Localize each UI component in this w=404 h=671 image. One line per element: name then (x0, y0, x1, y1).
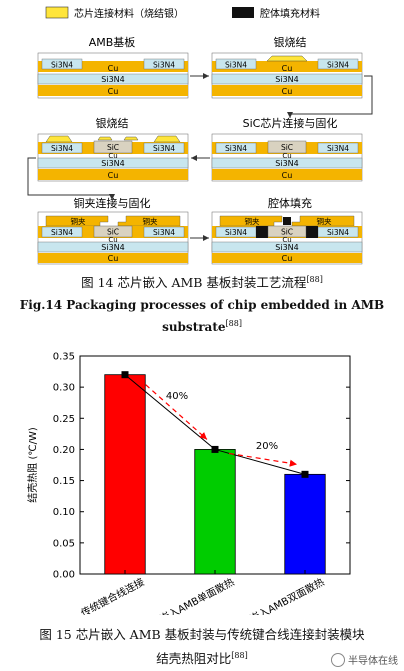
data-marker (211, 445, 219, 453)
svg-text:Si3N4: Si3N4 (225, 61, 247, 70)
y-tick-label: 0.05 (53, 538, 75, 549)
reduction-arrow (138, 378, 208, 440)
thermal-resistance-chart: 0.00 0.05 0.10 0.15 0.20 0.25 0.30 0.35 结壳热阻 (℃/… (26, 352, 351, 615)
svg-text:SiC: SiC (281, 143, 293, 152)
svg-text:Si3N4: Si3N4 (275, 75, 298, 84)
stack-step-6: 铜夹 铜夹 Si3N4 SiC Si3N4 Cu Si3N4 Cu (211, 211, 363, 265)
svg-text:Cu: Cu (108, 87, 119, 96)
stack-step-5: 铜夹 铜夹 Si3N4 SiC Si3N4 Cu Si3N4 Cu (37, 211, 189, 265)
stack-step-2: Si3N4 Si3N4 Cu Si3N4 Cu (211, 52, 363, 99)
svg-text:Si3N4: Si3N4 (51, 144, 73, 153)
wechat-icon (331, 652, 345, 667)
stack-step-3: Si3N4 SiC Si3N4 Cu Si3N4 Cu (211, 133, 363, 182)
svg-text:铜夹: 铜夹 (245, 216, 260, 226)
flow-arrows (27, 73, 373, 241)
svg-text:Si3N4: Si3N4 (51, 61, 73, 70)
svg-text:Si3N4: Si3N4 (101, 75, 124, 84)
fig15-caption-line1: 图 15 芯片嵌入 AMB 基板封装与传统键合线连接封装模块 (39, 627, 365, 642)
svg-text:铜夹: 铜夹 (71, 216, 86, 226)
svg-text:Cu: Cu (108, 152, 117, 160)
svg-text:Cu: Cu (282, 236, 291, 244)
y-tick-label: 0.25 (53, 414, 75, 425)
svg-text:Cu: Cu (108, 254, 119, 263)
svg-text:Si3N4: Si3N4 (153, 61, 175, 70)
legend-label-cavity: 腔体填充材料 (260, 7, 320, 20)
bar (194, 449, 236, 575)
y-tick-label: 0.30 (53, 383, 75, 394)
svg-text:Si3N4: Si3N4 (101, 159, 124, 168)
y-tick-label: 0.00 (53, 570, 75, 581)
svg-text:SiC: SiC (281, 228, 293, 237)
svg-text:Si3N4: Si3N4 (153, 144, 175, 153)
svg-text:Si3N4: Si3N4 (275, 243, 298, 252)
fig14-caption-cn: 图 14 芯片嵌入 AMB 基板封装工艺流程[88] (81, 274, 323, 290)
bar (284, 473, 326, 575)
fig14-caption-en-1: Fig.14 Packaging processes of chip embed… (19, 298, 385, 312)
svg-text:Si3N4: Si3N4 (327, 144, 349, 153)
svg-text:Cu: Cu (108, 171, 119, 180)
svg-text:Cu: Cu (282, 64, 293, 73)
y-tick-label: 0.35 (53, 352, 75, 363)
step-title-3: SiC芯片连接与固化 (243, 116, 338, 130)
svg-text:Cu: Cu (282, 87, 293, 96)
step-title-5: 铜夹连接与固化 (74, 196, 151, 210)
svg-text:SiC: SiC (107, 143, 119, 152)
watermark: 半导体在线 (331, 652, 398, 667)
y-tick-label: 0.10 (53, 507, 75, 518)
svg-text:Si3N4: Si3N4 (327, 61, 349, 70)
y-tick-label: 0.15 (53, 476, 75, 487)
step-title-4: 银烧结 (96, 116, 129, 130)
legend-swatch-filler (45, 6, 69, 19)
legend-label-filler: 芯片连接材料（烧结银） (74, 7, 184, 20)
step-title-2: 银烧结 (274, 35, 307, 49)
reduction-arrow (228, 452, 298, 467)
svg-text:Si3N4: Si3N4 (327, 228, 349, 237)
reduction-label: 40% (166, 391, 188, 402)
svg-text:SiC: SiC (107, 228, 119, 237)
fig15-caption-line2: 结壳热阻对比[88] (156, 650, 248, 666)
step-title-6: 腔体填充 (268, 196, 312, 210)
svg-text:Si3N4: Si3N4 (153, 228, 175, 237)
svg-text:Cu: Cu (282, 171, 293, 180)
svg-text:Si3N4: Si3N4 (275, 159, 298, 168)
data-marker (121, 371, 129, 379)
svg-text:Si3N4: Si3N4 (101, 243, 124, 252)
reduction-label: 20% (256, 441, 278, 452)
svg-text:Cu: Cu (108, 64, 119, 73)
fig14-caption-en-2: substrate[88] (162, 319, 242, 334)
data-marker (301, 470, 309, 478)
stack-step-1: Si3N4 Si3N4 Cu Si3N4 Cu (37, 52, 189, 99)
step-title-1: AMB基板 (89, 35, 136, 49)
x-tick-label: 芯片嵌入AMB单面散热 (140, 575, 236, 615)
legend-swatch-cavity (232, 7, 254, 18)
svg-text:Si3N4: Si3N4 (225, 144, 247, 153)
y-axis-label: 结壳热阻 (℃/W) (26, 427, 39, 503)
svg-text:铜夹: 铜夹 (143, 216, 158, 226)
stack-step-4: Si3N4 SiC Si3N4 Cu Si3N4 Cu (37, 133, 189, 182)
svg-text:Cu: Cu (108, 236, 117, 244)
bar (104, 374, 146, 575)
x-tick-label: 芯片嵌入AMB双面散热 (230, 575, 326, 615)
x-tick-label: 传统键合线连接 (78, 575, 146, 615)
process-diagram: 芯片连接材料（烧结银） 腔体填充材料 AMB基板 银烧结 银烧结 SiC芯片连接… (27, 6, 373, 265)
y-tick-label: 0.20 (53, 445, 75, 456)
svg-text:Cu: Cu (282, 254, 293, 263)
svg-text:Si3N4: Si3N4 (225, 228, 247, 237)
svg-text:Si3N4: Si3N4 (51, 228, 73, 237)
svg-text:Cu: Cu (282, 152, 291, 160)
svg-text:铜夹: 铜夹 (317, 216, 332, 226)
